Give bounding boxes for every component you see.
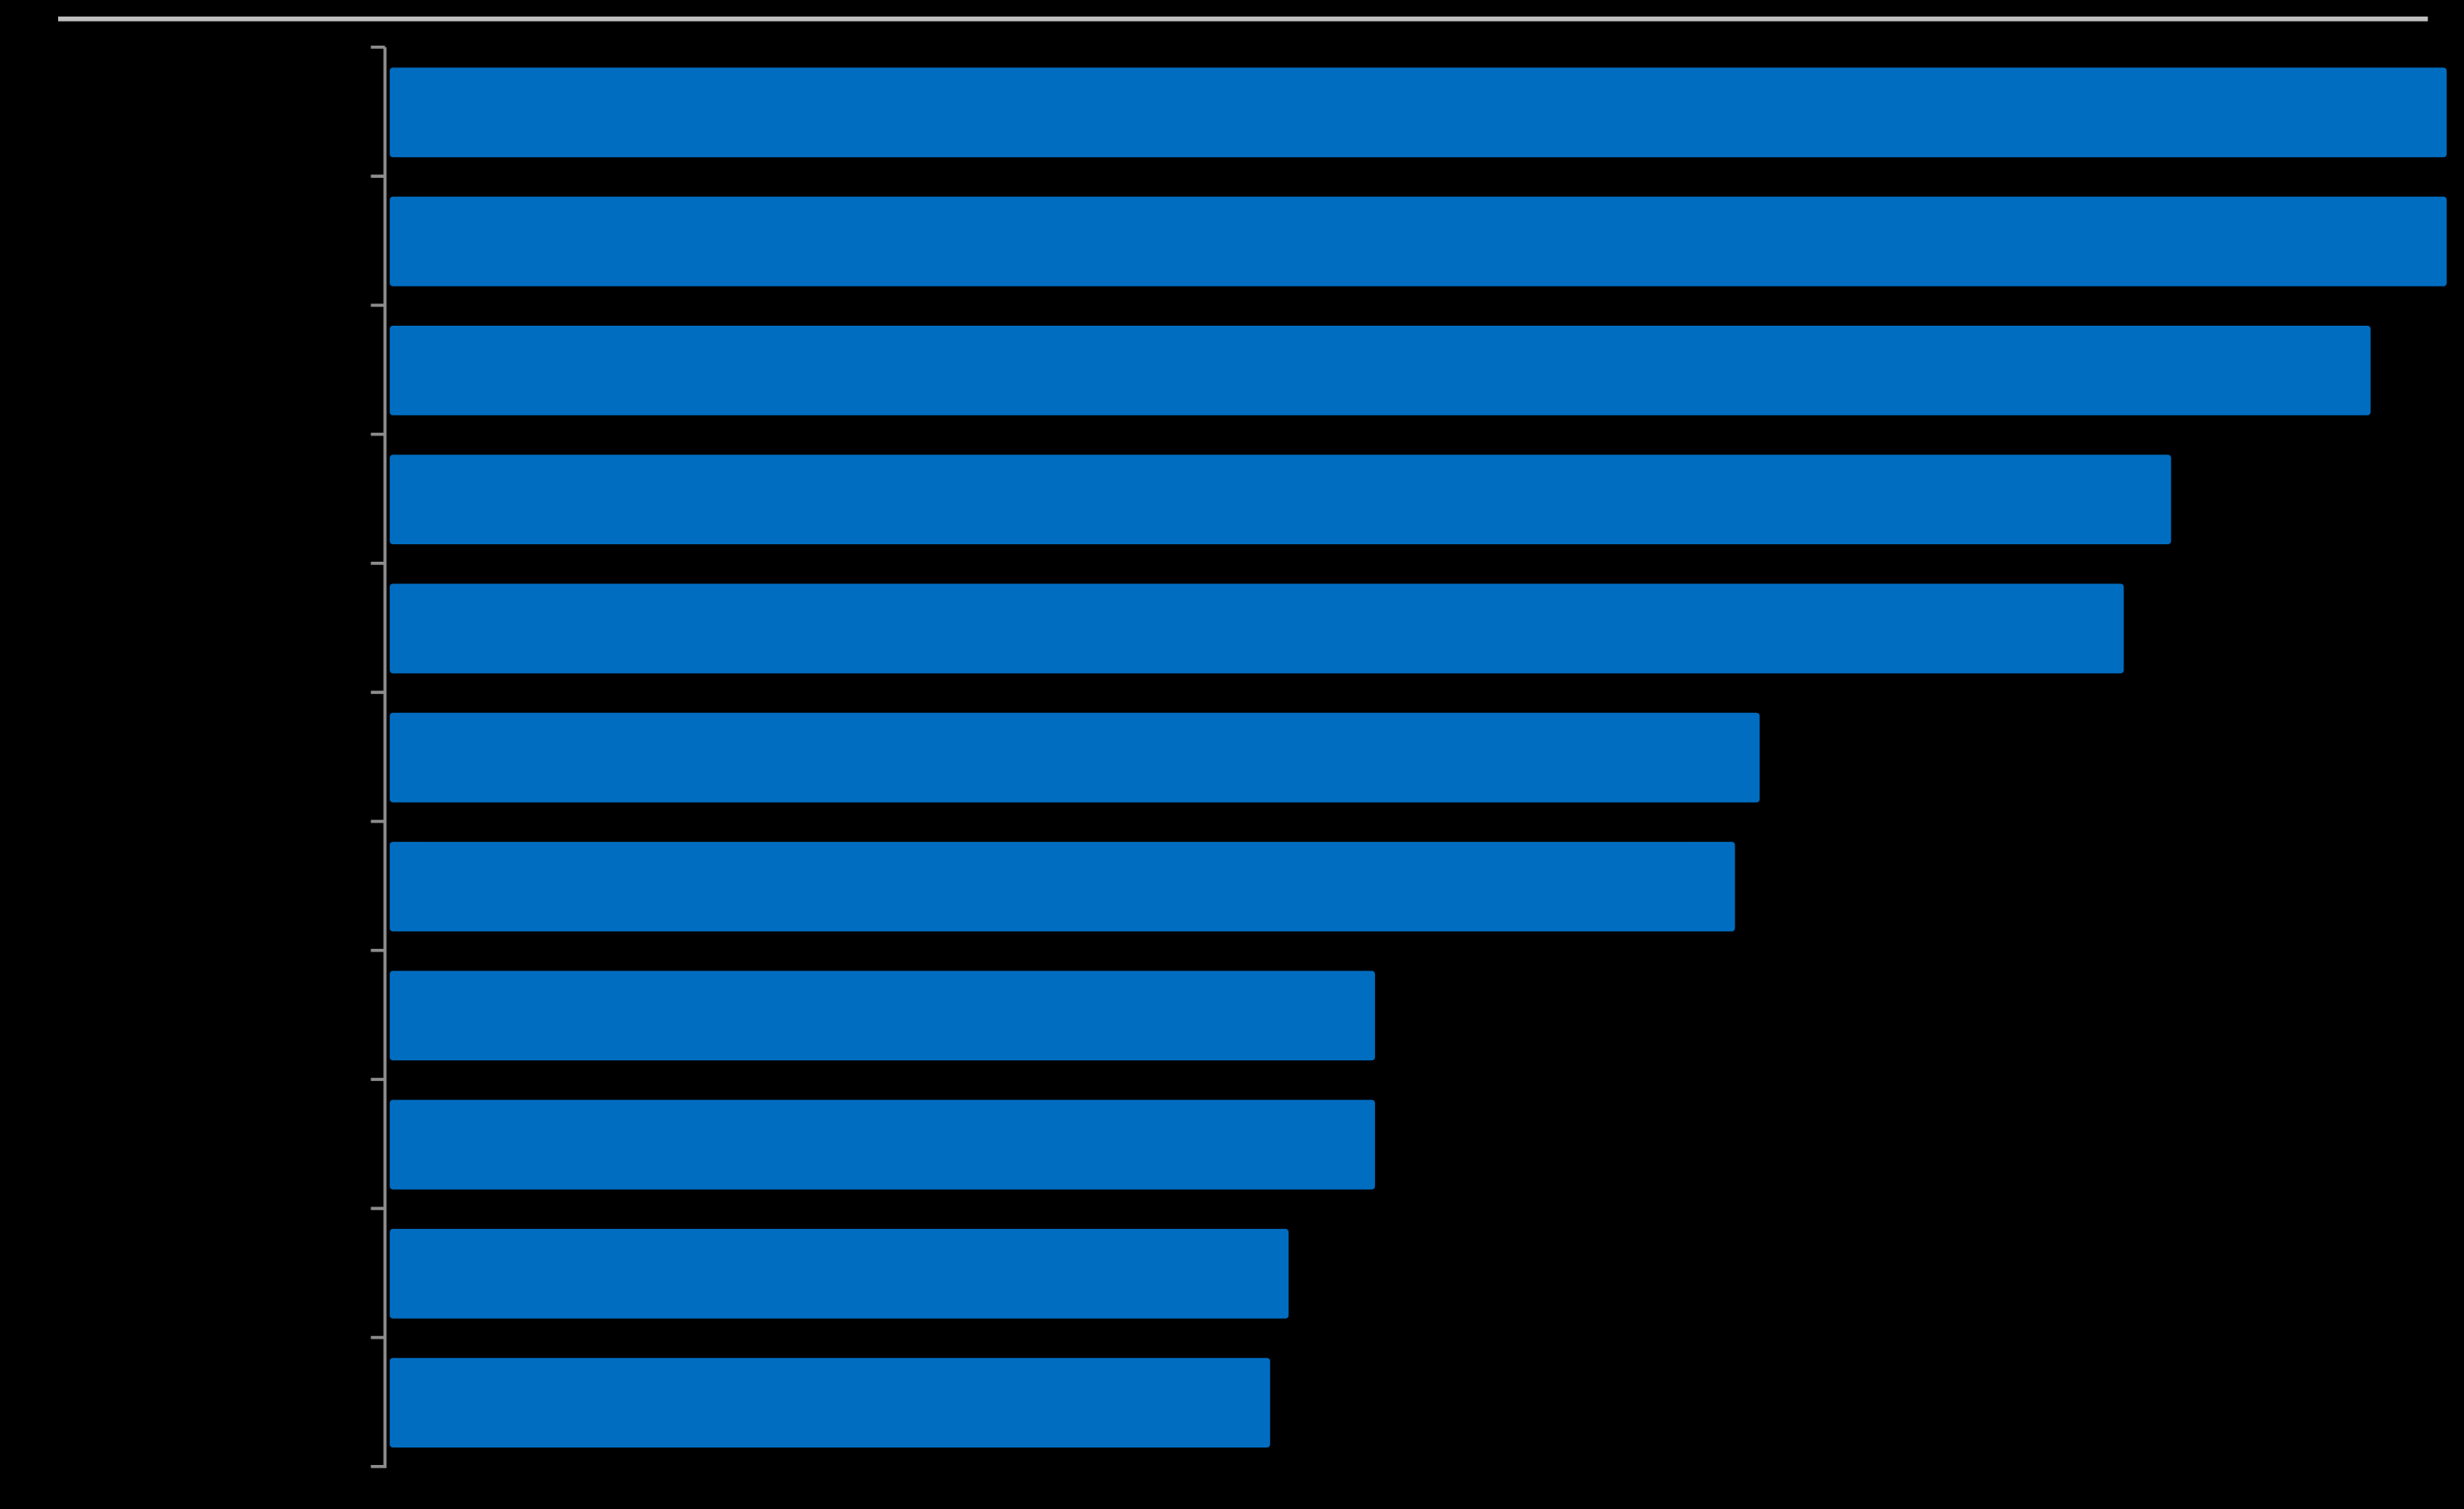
bar	[390, 842, 1735, 931]
bar	[390, 583, 2124, 674]
bar	[390, 1358, 1270, 1448]
bar	[390, 712, 1760, 803]
bar	[390, 67, 2447, 158]
bar	[390, 971, 1376, 1061]
bar	[390, 196, 2447, 287]
bar	[390, 1099, 1376, 1190]
bar	[390, 325, 2371, 415]
bar	[390, 455, 2172, 545]
bar	[390, 1228, 1289, 1319]
